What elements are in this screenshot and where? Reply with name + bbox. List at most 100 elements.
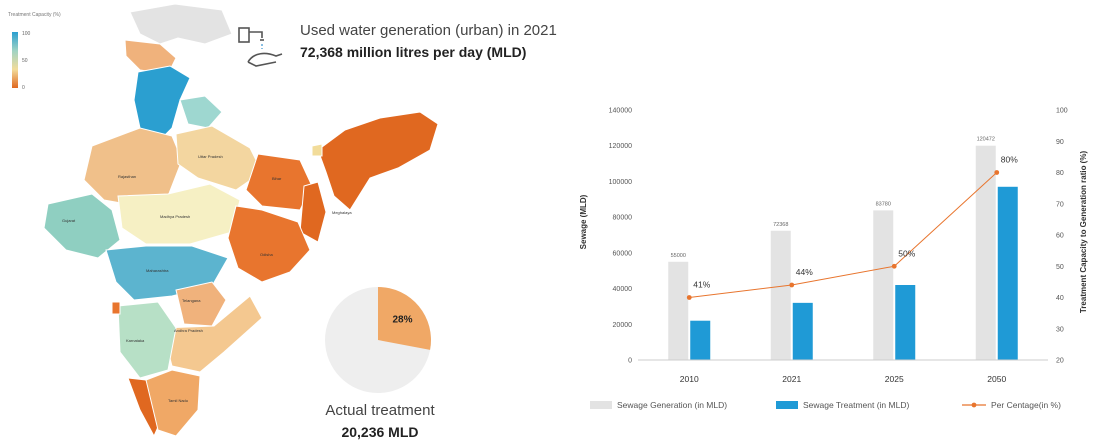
percentage-point xyxy=(994,170,1000,175)
percentage-point xyxy=(891,263,897,269)
y-tick-label: 80000 xyxy=(613,215,633,222)
legend-item-generation: Sewage Generation (in MLD) xyxy=(590,396,727,414)
y2-tick-label: 100 xyxy=(1056,108,1068,115)
map-label-madhya-pradesh: Madhya Pradesh xyxy=(160,214,190,219)
map-region-jk xyxy=(129,3,233,45)
map-legend-tick-mid: 50 xyxy=(22,58,28,64)
percentage-label: 44% xyxy=(796,267,813,277)
legend-item-percentage: Per Centage(in %) xyxy=(962,396,1061,414)
map-region-bihar xyxy=(245,153,313,211)
water-tap-hand-icon xyxy=(238,27,283,67)
right-axis-ticks: 20 30 40 50 60 70 80 90 100 xyxy=(1056,108,1068,365)
y2-tick-label: 40 xyxy=(1056,295,1064,302)
map-label-maharashtra: Maharashtra xyxy=(146,268,169,273)
percentage-label: 80% xyxy=(1001,155,1018,165)
map-legend-title: Treatment Capacity (%) xyxy=(8,12,61,18)
percentage-label: 41% xyxy=(693,280,710,290)
bar-sewage-treatment xyxy=(997,186,1018,360)
y-tick-label: 140000 xyxy=(609,108,632,115)
india-state-map: Treatment Capacity (%) 100 50 0 xyxy=(0,0,450,448)
info-title: Used water generation (urban) in 2021 xyxy=(300,22,557,39)
map-label-andhra-pradesh: Andhra Pradesh xyxy=(174,328,203,333)
bar-sewage-treatment xyxy=(895,285,916,360)
map-label-telangana: Telangana xyxy=(182,298,201,303)
map-region-sikkim xyxy=(311,143,323,157)
y2-tick-label: 50 xyxy=(1056,264,1064,271)
bar-sewage-generation xyxy=(668,261,689,360)
map-region-ka xyxy=(117,301,177,379)
legend-swatch-treatment xyxy=(776,401,798,409)
map-color-scale xyxy=(12,32,18,88)
y2-axis-title: Treatment Capacity to Generation ratio (… xyxy=(1079,151,1088,314)
actual-treatment-label: Actual treatment xyxy=(325,402,435,419)
line-marks: 41% 44% 50% 80% xyxy=(686,155,1018,300)
x-tick-label: 2025 xyxy=(885,374,904,384)
map-legend-tick-low: 0 xyxy=(22,85,25,91)
y-tick-label: 100000 xyxy=(609,179,632,186)
y-tick-label: 120000 xyxy=(609,143,632,150)
bar-value-label: 83780 xyxy=(876,201,891,207)
actual-treatment-value: 20,236 MLD xyxy=(341,424,419,440)
map-region-ap xyxy=(161,295,263,373)
bar-marks: 55000 72368 83780 120472 xyxy=(668,137,1018,360)
x-tick-label: 2050 xyxy=(987,374,1006,384)
map-region-tg xyxy=(175,281,227,327)
map-label-odisha: Odisha xyxy=(260,252,273,257)
y-tick-label: 0 xyxy=(628,358,632,365)
map-region-uk xyxy=(179,95,223,129)
sewage-combo-chart: 020000400006000080000100000120000140000 … xyxy=(579,108,1088,385)
chart-legend: Sewage Generation (in MLD) Sewage Treatm… xyxy=(590,396,1099,414)
map-region-goa xyxy=(111,301,121,315)
bar-sewage-generation xyxy=(975,145,996,360)
map-region-ne xyxy=(317,111,439,211)
percentage-line xyxy=(689,172,998,298)
x-tick-label: 2021 xyxy=(782,374,801,384)
map-label-bihar: Bihar xyxy=(272,176,282,181)
legend-swatch-generation xyxy=(590,401,612,409)
legend-label-generation: Sewage Generation (in MLD) xyxy=(617,400,728,410)
pie-percent-label: 28% xyxy=(392,315,412,326)
x-tick-labels: 2010 2021 2025 2050 xyxy=(680,374,1007,384)
map-label-rajasthan: Rajasthan xyxy=(118,174,136,179)
map-region-tn xyxy=(145,369,201,437)
y2-tick-label: 20 xyxy=(1056,358,1064,365)
map-region-cg-od xyxy=(227,205,311,283)
map-region-pb-hr xyxy=(133,65,191,141)
bar-sewage-generation xyxy=(770,230,791,360)
y-tick-label: 20000 xyxy=(613,322,633,329)
y2-tick-label: 60 xyxy=(1056,233,1064,240)
treatment-pie-chart: 28% xyxy=(325,287,431,393)
pie-treated-slice xyxy=(378,287,431,350)
map-region-wb xyxy=(299,181,327,243)
map-region-gj xyxy=(43,193,121,259)
bar-value-label: 120472 xyxy=(977,137,995,143)
bar-sewage-treatment xyxy=(690,320,711,360)
y2-tick-label: 30 xyxy=(1056,326,1064,333)
y2-tick-label: 70 xyxy=(1056,201,1064,208)
legend-item-treatment: Sewage Treatment (in MLD) xyxy=(776,396,909,414)
bar-value-label: 72368 xyxy=(773,222,788,228)
map-label-uttar-pradesh: Uttar Pradesh xyxy=(198,154,223,159)
map-legend-tick-high: 100 xyxy=(22,31,31,37)
map-label-karnataka: Karnataka xyxy=(126,338,145,343)
y2-tick-label: 90 xyxy=(1056,139,1064,146)
y-tick-label: 60000 xyxy=(613,250,633,257)
legend-label-percentage: Per Centage(in %) xyxy=(991,400,1061,410)
x-tick-label: 2010 xyxy=(680,374,699,384)
map-label-gujarat: Gujarat xyxy=(62,218,76,223)
y2-tick-label: 80 xyxy=(1056,170,1064,177)
legend-label-treatment: Sewage Treatment (in MLD) xyxy=(803,400,910,410)
y-tick-label: 40000 xyxy=(613,286,633,293)
bar-sewage-treatment xyxy=(792,302,813,360)
legend-swatch-percentage xyxy=(962,402,986,408)
percentage-label: 50% xyxy=(898,248,915,258)
percentage-point xyxy=(789,282,795,288)
map-shapes: Rajasthan Uttar Pradesh Gujarat Madhya P… xyxy=(43,3,439,438)
map-label-meghalaya: Meghalaya xyxy=(332,210,352,215)
left-axis-ticks: 0 20000 40000 60000 80000 100000 120000 140000 xyxy=(609,108,632,365)
percentage-point xyxy=(686,295,692,300)
info-value: 72,368 million litres per day (MLD) xyxy=(300,44,527,60)
map-label-tamil-nadu: Tamil Nadu xyxy=(168,398,188,403)
used-water-info: Used water generation (urban) in 2021 72… xyxy=(236,18,596,78)
bar-sewage-generation xyxy=(873,210,894,360)
